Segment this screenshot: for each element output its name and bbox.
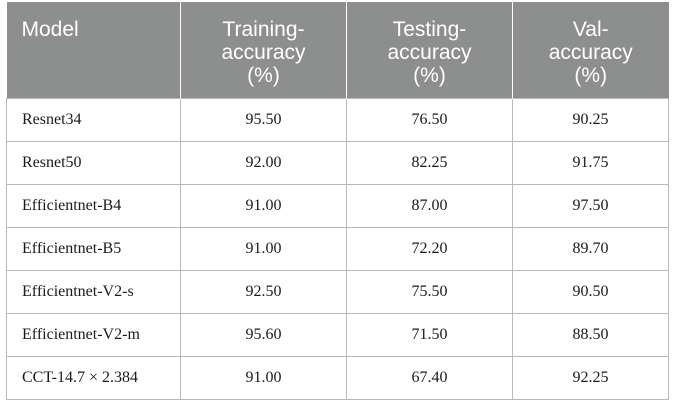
table-row: Resnet50 92.00 82.25 91.75 [6,140,669,185]
model-name-cell: Efficientnet-V2-m [6,312,181,357]
training-accuracy-cell: 95.50 [180,97,347,142]
model-name-cell: Efficientnet-B4 [6,183,181,228]
header-val-accuracy: Val-accuracy (%) [512,2,669,98]
training-accuracy-cell: 91.00 [180,183,347,228]
model-name-cell: Efficientnet-B5 [6,226,181,271]
training-accuracy-cell: 91.00 [180,355,347,400]
model-name-cell: Efficientnet-V2-s [6,269,181,314]
testing-accuracy-cell: 75.50 [346,269,513,314]
table-row: Efficientnet-V2-m 95.60 71.50 88.50 [6,312,669,357]
val-accuracy-cell: 88.50 [512,312,669,357]
training-accuracy-cell: 92.50 [180,269,347,314]
val-accuracy-cell: 89.70 [512,226,669,271]
header-training-accuracy: Training-accuracy (%) [180,2,347,98]
model-name-cell: Resnet34 [6,97,181,142]
table-row: Efficientnet-B5 91.00 72.20 89.70 [6,226,669,271]
table-header: Model Training-accuracy (%) Testing-accur… [6,2,669,98]
table-row: Efficientnet-B4 91.00 87.00 97.50 [6,183,669,228]
testing-accuracy-cell: 71.50 [346,312,513,357]
header-model: Model [6,2,181,98]
model-name-cell: Resnet50 [6,140,181,185]
table-row: Efficientnet-V2-s 92.50 75.50 90.50 [6,269,669,314]
table-body: Resnet34 95.50 76.50 90.25 Resnet50 92.0… [6,97,669,400]
testing-accuracy-cell: 72.20 [346,226,513,271]
table-row: CCT-14.7 × 2.384 91.00 67.40 92.25 [6,355,669,400]
accuracy-table: Model Training-accuracy (%) Testing-accur… [6,2,669,400]
training-accuracy-cell: 92.00 [180,140,347,185]
testing-accuracy-cell: 67.40 [346,355,513,400]
testing-accuracy-cell: 82.25 [346,140,513,185]
header-testing-accuracy: Testing-accuracy (%) [346,2,513,98]
val-accuracy-cell: 90.50 [512,269,669,314]
val-accuracy-cell: 97.50 [512,183,669,228]
training-accuracy-cell: 91.00 [180,226,347,271]
val-accuracy-cell: 91.75 [512,140,669,185]
training-accuracy-cell: 95.60 [180,312,347,357]
val-accuracy-cell: 92.25 [512,355,669,400]
model-name-cell: CCT-14.7 × 2.384 [6,355,181,400]
testing-accuracy-cell: 76.50 [346,97,513,142]
val-accuracy-cell: 90.25 [512,97,669,142]
header-row: Model Training-accuracy (%) Testing-accur… [6,2,669,98]
table-row: Resnet34 95.50 76.50 90.25 [6,97,669,142]
testing-accuracy-cell: 87.00 [346,183,513,228]
